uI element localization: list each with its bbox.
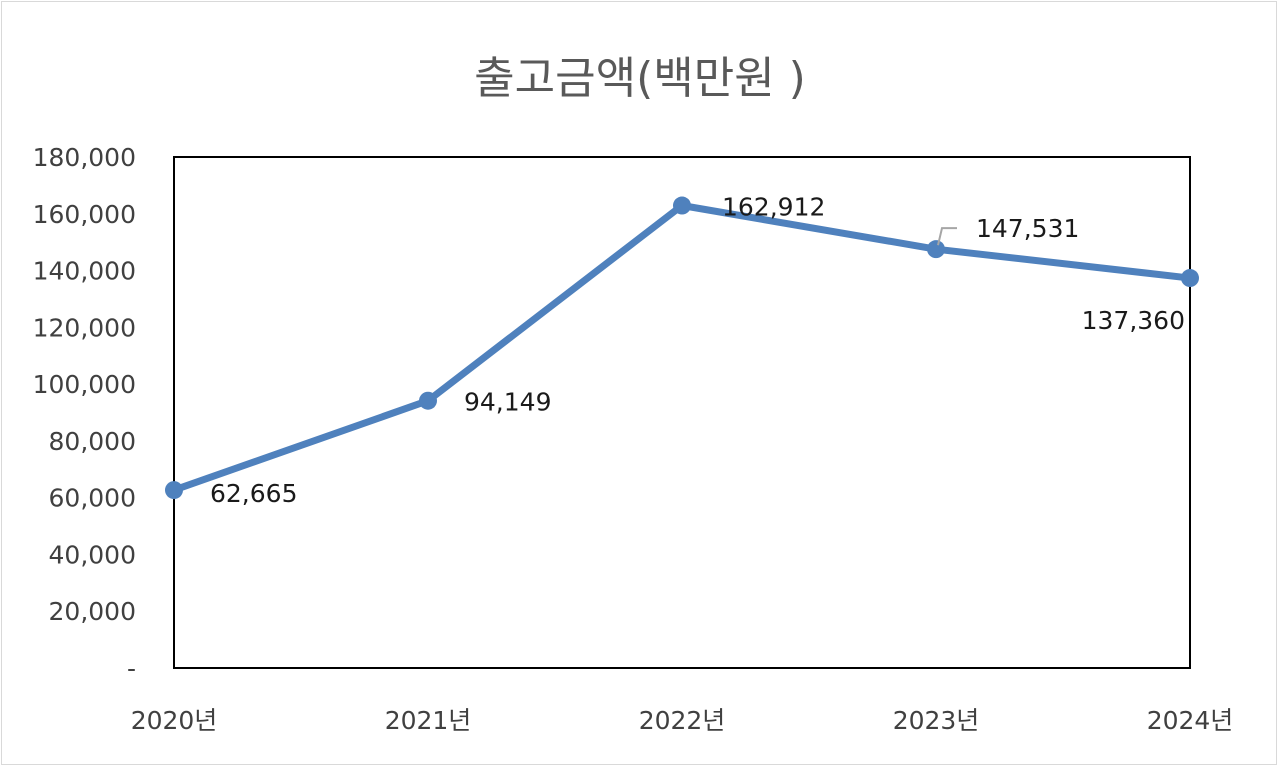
y-tick-label: 60,000 — [49, 484, 136, 513]
y-tick-label: 160,000 — [33, 200, 136, 229]
y-tick-label: 140,000 — [33, 257, 136, 286]
x-tick-label: 2023년 — [893, 706, 980, 735]
y-tick-label: 120,000 — [33, 313, 136, 342]
data-label: 137,360 — [1082, 306, 1185, 335]
y-tick-label: 100,000 — [33, 370, 136, 399]
y-tick-label: 80,000 — [49, 427, 136, 456]
y-tick-label: 180,000 — [33, 143, 136, 172]
x-tick-label: 2021년 — [385, 706, 472, 735]
x-tick-label: 2022년 — [639, 706, 726, 735]
y-axis-tick-labels: - 20,000 40,000 60,000 80,000 100,000 120,000 1… — [33, 143, 136, 683]
y-tick-label: - — [127, 654, 136, 683]
x-tick-label: 2020년 — [131, 706, 218, 735]
data-point-marker — [927, 240, 945, 259]
y-tick-label: 20,000 — [49, 597, 136, 626]
data-label-leader-line — [937, 227, 957, 246]
data-point-marker — [419, 391, 437, 410]
x-axis-tick-labels: 2020년 2021년 2022년 2023년 2024년 — [131, 706, 1234, 735]
data-label: 162,912 — [722, 193, 825, 222]
data-label: 62,665 — [210, 479, 297, 508]
data-label: 147,531 — [976, 214, 1079, 243]
data-labels-group: 62,665 94,149 162,912 147,531 137,360 — [210, 193, 1185, 509]
data-point-marker — [673, 196, 691, 215]
x-tick-label: 2024년 — [1147, 706, 1234, 735]
data-label: 94,149 — [464, 388, 551, 417]
data-point-marker — [1181, 269, 1199, 288]
plot-area-border — [173, 156, 1191, 669]
data-point-marker — [165, 481, 183, 500]
series-group — [165, 196, 1199, 500]
y-tick-label: 40,000 — [49, 540, 136, 569]
chart-title: 출고금액(백만원 ) — [474, 53, 806, 104]
series-line — [170, 202, 1194, 494]
